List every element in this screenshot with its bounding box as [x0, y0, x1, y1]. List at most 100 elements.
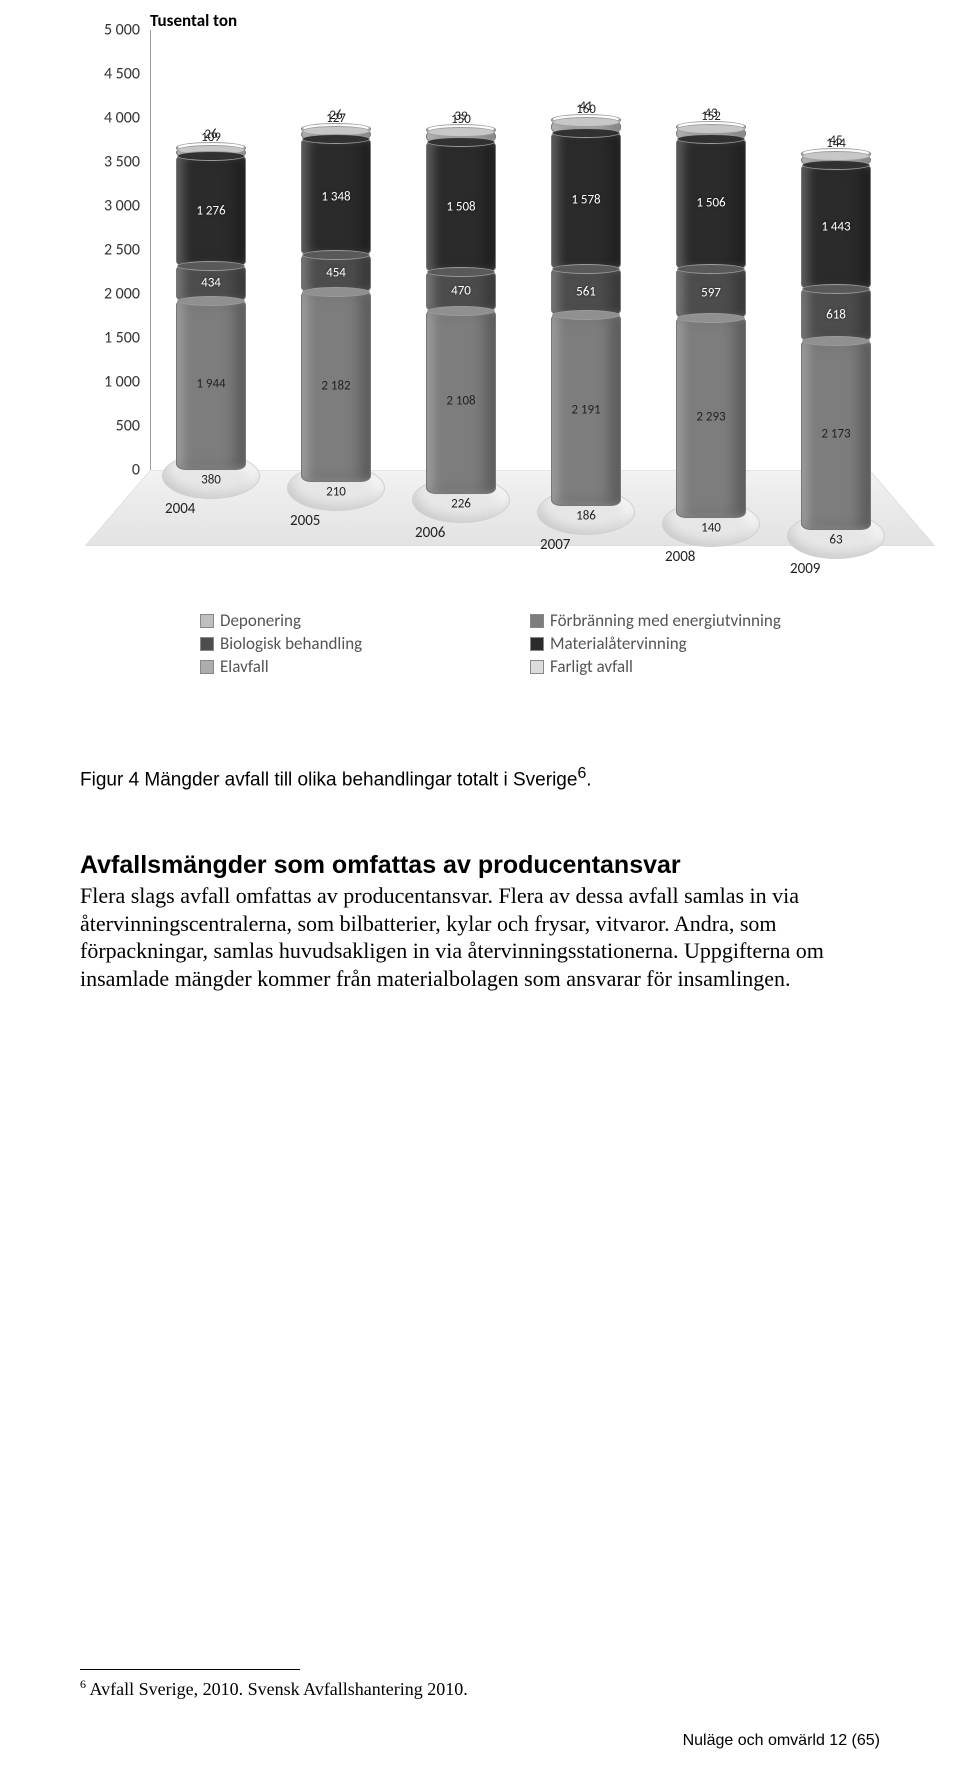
bar-value-label: 1 944: [196, 377, 225, 392]
category-label: 2004: [165, 500, 195, 518]
legend-item: Elavfall: [200, 656, 530, 677]
bar-value-label: 1 506: [696, 196, 725, 211]
y-tick: 3 500: [80, 153, 140, 172]
legend-item: Materialåtervinning: [530, 633, 860, 654]
chart-plot: 261091 2764341 944380261271 3484542 1822…: [150, 30, 870, 470]
bar-column: 391501 5084702 108226: [426, 130, 496, 494]
bar-value-label: 470: [451, 283, 471, 298]
y-tick: 5 000: [80, 21, 140, 40]
bar-segment: 597: [676, 267, 746, 320]
legend-item: Farligt avfall: [530, 656, 860, 677]
bar-value-label: 2 191: [571, 402, 600, 417]
bar-value-label: 144: [826, 136, 846, 151]
bar-value-label: 127: [326, 111, 346, 126]
bar-segment: 1 506: [676, 137, 746, 270]
bar-column: 431521 5065972 293140: [676, 127, 746, 518]
legend-label: Förbränning med energiutvinning: [550, 610, 781, 631]
legend-label: Materialåtervinning: [550, 633, 687, 654]
legend-swatch: [530, 660, 544, 674]
bar-base-label: 63: [829, 532, 842, 547]
category-label: 2005: [290, 512, 320, 530]
bar-segment: 1 348: [301, 137, 371, 256]
bar-value-label: 434: [201, 275, 221, 290]
y-tick: 0: [80, 461, 140, 480]
legend-label: Biologisk behandling: [220, 633, 362, 654]
bar-base-label: 140: [701, 520, 721, 535]
bar-value-label: 597: [701, 285, 721, 300]
bar-value-label: 1 508: [446, 199, 475, 214]
y-tick: 500: [80, 417, 140, 436]
bar-value-label: 1 443: [821, 219, 850, 234]
legend-swatch: [200, 660, 214, 674]
legend-label: Deponering: [220, 610, 301, 631]
bar-segment: 2 182: [301, 290, 371, 482]
y-tick: 4 500: [80, 65, 140, 84]
y-tick: 1 000: [80, 373, 140, 392]
legend-swatch: [530, 637, 544, 651]
bar-value-label: 150: [451, 112, 471, 127]
bar-value-label: 152: [701, 109, 721, 124]
category-label: 2008: [665, 548, 695, 566]
waste-chart: Tusental ton 0 500 1 000 1 500 2 000 2 500 3 0…: [80, 10, 880, 730]
bar-column: 261271 3484542 182210: [301, 129, 371, 482]
bar-value-label: 109: [201, 130, 221, 145]
bar-segment: 1 578: [551, 131, 621, 270]
bar-segment: 1 508: [426, 140, 496, 273]
category-label: 2009: [790, 560, 820, 578]
bar-value-label: 561: [576, 284, 596, 299]
bar-value-label: 2 182: [321, 378, 350, 393]
y-tick: 2 500: [80, 241, 140, 260]
page-footer: Nuläge och omvärld 12 (65): [683, 1732, 880, 1750]
legend-swatch: [200, 614, 214, 628]
bar-base-label: 186: [576, 508, 596, 523]
legend-item: Biologisk behandling: [200, 633, 530, 654]
footnote: 6 Avfall Sverige, 2010. Svensk Avfallsha…: [80, 1677, 468, 1700]
figure-caption-suffix: .: [586, 769, 591, 790]
bar-segment: 2 293: [676, 316, 746, 518]
bar-value-label: 2 293: [696, 410, 725, 425]
bar-column: 261091 2764341 944380: [176, 148, 246, 470]
bar-segment: 2 173: [801, 339, 871, 530]
bar-value-label: 2 173: [821, 427, 850, 442]
legend-item: Förbränning med energiutvinning: [530, 610, 860, 631]
y-tick: 4 000: [80, 109, 140, 128]
chart-title: Tusental ton: [150, 10, 237, 31]
bar-value-label: 1 578: [571, 193, 600, 208]
bar-value-label: 2 108: [446, 394, 475, 409]
bar-segment: 2 108: [426, 309, 496, 495]
y-tick: 3 000: [80, 197, 140, 216]
legend-swatch: [530, 614, 544, 628]
body-paragraph: Flera slags avfall omfattas av producent…: [80, 882, 880, 992]
bar-column: 451441 4436182 17363: [801, 154, 871, 530]
bar-segment: 1 944: [176, 299, 246, 470]
bar-value-label: 1 276: [196, 203, 225, 218]
bar-segment: 1 276: [176, 154, 246, 266]
legend-item: Deponering: [200, 610, 530, 631]
category-label: 2006: [415, 524, 445, 542]
y-tick: 1 500: [80, 329, 140, 348]
bar-value-label: 1 348: [321, 189, 350, 204]
legend-label: Elavfall: [220, 656, 269, 677]
bar-segment: 561: [551, 267, 621, 316]
y-tick: 2 000: [80, 285, 140, 304]
footnote-text: Avfall Sverige, 2010. Svensk Avfallshant…: [86, 1679, 468, 1699]
bar-segment: 618: [801, 287, 871, 341]
bar-value-label: 454: [326, 266, 346, 281]
bar-column: 411601 5785612 191186: [551, 120, 621, 506]
chart-legend: Deponering Förbränning med energiutvinnin…: [200, 610, 860, 679]
legend-label: Farligt avfall: [550, 656, 633, 677]
figure-caption-text: Figur 4 Mängder avfall till olika behand…: [80, 769, 577, 790]
bar-base-label: 380: [201, 472, 221, 487]
bar-base-label: 210: [326, 484, 346, 499]
bar-segment: 1 443: [801, 163, 871, 290]
legend-swatch: [200, 637, 214, 651]
section-heading: Avfallsmängder som omfattas av producent…: [80, 851, 880, 880]
category-label: 2007: [540, 536, 570, 554]
bar-base-label: 226: [451, 496, 471, 511]
figure-caption: Figur 4 Mängder avfall till olika behand…: [80, 765, 880, 791]
bar-value-label: 160: [576, 102, 596, 117]
bar-segment: 2 191: [551, 313, 621, 506]
footnote-rule: [80, 1669, 300, 1670]
figure-caption-sup: 6: [577, 765, 586, 782]
bar-value-label: 618: [826, 307, 846, 322]
